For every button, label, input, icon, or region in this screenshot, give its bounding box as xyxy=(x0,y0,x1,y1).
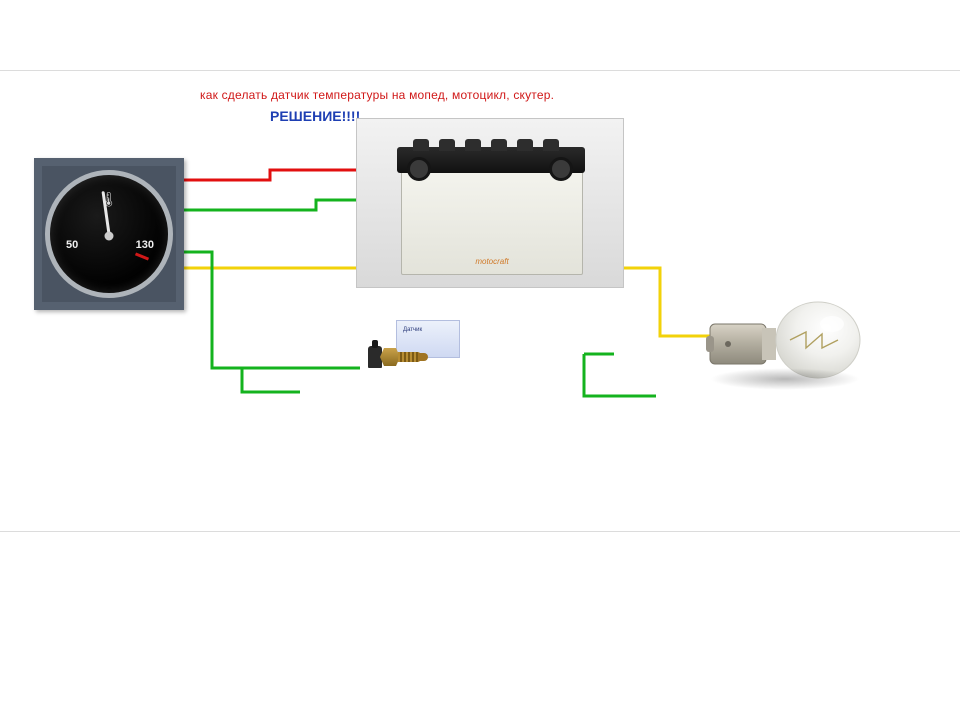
bulb-shadow xyxy=(710,368,860,390)
battery-cap xyxy=(413,139,429,151)
gauge-center xyxy=(105,232,114,241)
battery: motocraft xyxy=(356,118,624,288)
battery-cap xyxy=(439,139,455,151)
sensor-body xyxy=(362,348,418,366)
sensor-hex-nut xyxy=(380,348,400,366)
battery-cap xyxy=(517,139,533,151)
title-blue: РЕШЕНИЕ!!!! xyxy=(270,108,360,124)
battery-cap xyxy=(543,139,559,151)
sensor-probe-tip xyxy=(418,353,428,361)
temperature-gauge: 🌡 50 130 xyxy=(34,158,184,310)
canvas: как сделать датчик температуры на мопед,… xyxy=(0,0,960,720)
sensor-connector xyxy=(368,346,382,368)
battery-cap xyxy=(491,139,507,151)
gauge-dial: 🌡 50 130 xyxy=(45,170,173,298)
battery-brand: motocraft xyxy=(475,257,508,266)
light-bulb xyxy=(700,290,880,400)
temperature-sensor: Датчик xyxy=(348,320,468,380)
battery-cap xyxy=(465,139,481,151)
gauge-scale-high: 130 xyxy=(136,239,154,251)
battery-terminal-negative xyxy=(549,157,573,181)
gauge-red-zone xyxy=(135,252,149,260)
sensor-package-label: Датчик xyxy=(403,327,422,333)
gauge-inner: 🌡 50 130 xyxy=(42,166,176,302)
gauge-scale-low: 50 xyxy=(66,239,78,251)
battery-case: motocraft xyxy=(401,165,583,275)
battery-terminal-positive xyxy=(407,157,431,181)
title-red: как сделать датчик температуры на мопед,… xyxy=(200,88,554,102)
sensor-thread xyxy=(398,352,420,362)
